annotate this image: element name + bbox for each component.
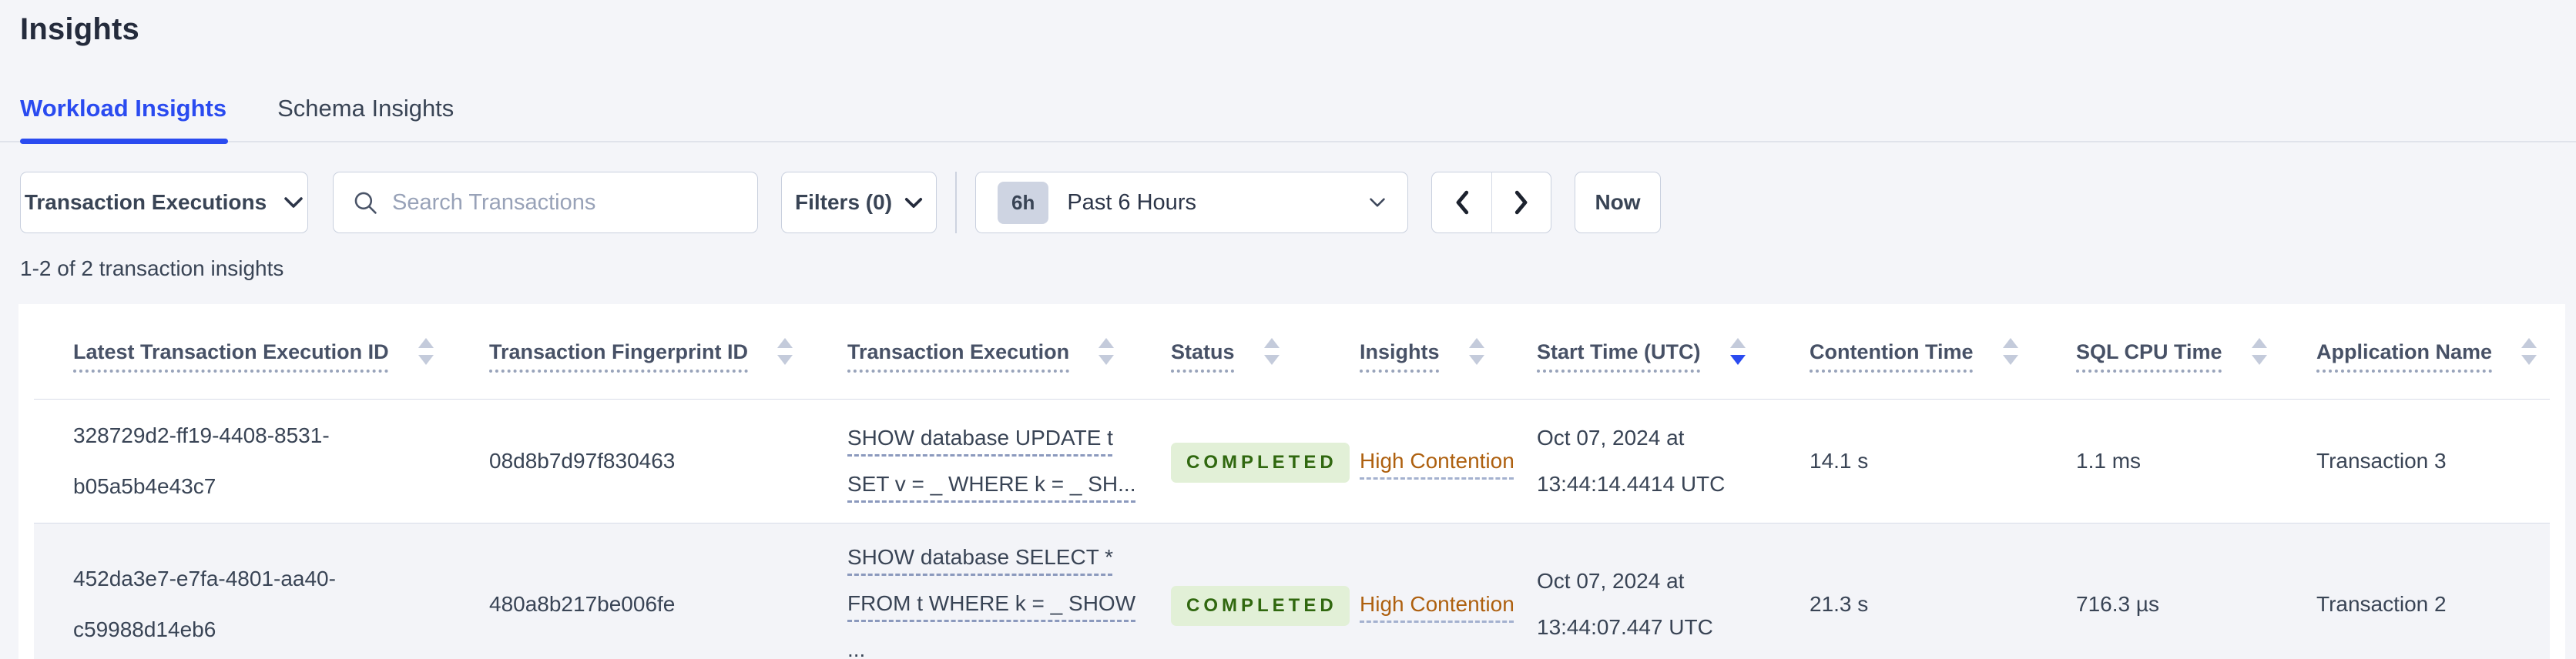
column-header-transaction-execution[interactable]: Transaction Execution (847, 336, 1171, 367)
cell-transaction-fingerprint-id: 08d8b7d97f830463 (489, 449, 676, 473)
time-range-picker[interactable]: 6h Past 6 Hours (975, 172, 1408, 233)
cell-transaction-fingerprint-id: 480a8b217be006fe (489, 591, 676, 616)
cell-contention-time: 21.3 s (1810, 591, 1869, 616)
time-prev-button[interactable] (1431, 172, 1491, 233)
column-header-contention-time[interactable]: Contention Time (1810, 336, 2076, 367)
sort-icon[interactable] (418, 338, 434, 365)
column-header-insights[interactable]: Insights (1360, 336, 1537, 367)
cell-sql-cpu-time: 1.1 ms (2076, 449, 2142, 473)
search-input[interactable] (392, 189, 739, 216)
time-range-badge: 6h (998, 181, 1049, 224)
column-header-application-name[interactable]: Application Name (2316, 336, 2558, 367)
chevron-down-icon (284, 197, 303, 208)
cell-insights: High Contention (1360, 437, 1537, 485)
time-next-button[interactable] (1491, 172, 1551, 233)
insights-page: Insights Workload Insights Schema Insigh… (0, 12, 2576, 659)
cell-sql-cpu-time: 716.3 µs (2076, 591, 2159, 616)
chevron-down-icon (904, 197, 923, 208)
column-header-transaction-fingerprint-id[interactable]: Transaction Fingerprint ID (489, 336, 847, 367)
sort-icon[interactable] (1098, 338, 1115, 365)
toolbar-divider (955, 172, 957, 233)
now-button[interactable]: Now (1575, 172, 1661, 233)
transaction-execution-link[interactable]: SHOW database UPDATE t SET v = _ WHERE k… (847, 425, 1136, 496)
table-row: 328729d2-ff19-4408-8531-b05a5b4e43c7 08d… (34, 400, 2550, 524)
cell-status: COMPLETED (1171, 437, 1360, 485)
cell-application-name: Transaction 3 (2316, 449, 2447, 473)
next-icon (1514, 190, 1528, 215)
filters-dropdown[interactable]: Filters (0) (781, 172, 937, 233)
sort-icon[interactable] (2002, 338, 2018, 365)
table-header-row: Latest Transaction Execution ID Transact… (34, 304, 2550, 400)
time-range-pager (1431, 172, 1551, 233)
chevron-down-icon (1370, 198, 1385, 207)
insights-table-card: Latest Transaction Execution ID Transact… (18, 304, 2565, 659)
cell-start-time: Oct 07, 2024 at 13:44:14.4414 UTC (1537, 426, 1726, 496)
sort-icon[interactable] (777, 338, 793, 365)
sort-icon[interactable] (2521, 338, 2537, 365)
sort-icon[interactable] (1468, 338, 1484, 365)
search-box (333, 172, 758, 233)
column-header-sql-cpu-time[interactable]: SQL CPU Time (2076, 336, 2316, 367)
cell-latest-transaction-execution-id: 452da3e7-e7fa-4801-aa40-c59988d14eb6 (73, 566, 336, 641)
cell-application-name: Transaction 2 (2316, 591, 2447, 616)
insight-link[interactable]: High Contention (1360, 591, 1514, 616)
cell-insights: High Contention (1360, 580, 1537, 628)
report-type-label: Transaction Executions (24, 190, 267, 214)
cell-start-time: Oct 07, 2024 at 13:44:07.447 UTC (1537, 568, 1713, 639)
cell-transaction-execution: SHOW database SELECT * FROM t WHERE k = … (847, 534, 1171, 659)
tab-schema-insights[interactable]: Schema Insights (277, 95, 454, 122)
sort-icon[interactable] (2251, 338, 2267, 365)
filters-label: Filters (0) (794, 190, 893, 214)
sort-icon-active-desc[interactable] (1729, 338, 1746, 365)
insight-link[interactable]: High Contention (1360, 449, 1514, 473)
status-badge: COMPLETED (1171, 585, 1350, 626)
column-header-latest-transaction-execution-id[interactable]: Latest Transaction Execution ID (34, 336, 489, 367)
table-row: 452da3e7-e7fa-4801-aa40-c59988d14eb6 480… (34, 524, 2550, 659)
tabs-bar: Workload Insights Schema Insights (0, 95, 2576, 144)
column-header-status[interactable]: Status (1171, 336, 1360, 367)
toolbar: Transaction Executions Filters (0) 6h Pa… (20, 172, 2576, 233)
column-header-start-time[interactable]: Start Time (UTC) (1537, 336, 1810, 367)
cell-latest-transaction-execution-id: 328729d2-ff19-4408-8531-b05a5b4e43c7 (73, 423, 330, 498)
cell-contention-time: 14.1 s (1810, 449, 1869, 473)
time-range-label: Past 6 Hours (1067, 189, 1196, 215)
results-summary: 1-2 of 2 transaction insights (20, 256, 284, 280)
cell-transaction-execution: SHOW database UPDATE t SET v = _ WHERE k… (847, 415, 1171, 508)
page-title: Insights (20, 12, 139, 46)
tab-workload-insights[interactable]: Workload Insights (20, 95, 229, 144)
status-badge: COMPLETED (1171, 443, 1350, 483)
report-type-dropdown[interactable]: Transaction Executions (20, 172, 308, 233)
cell-status: COMPLETED (1171, 580, 1360, 628)
transaction-execution-link[interactable]: SHOW database SELECT * FROM t WHERE k = … (847, 545, 1136, 659)
prev-icon (1456, 190, 1468, 215)
search-icon (354, 192, 377, 214)
sort-icon[interactable] (1263, 338, 1280, 365)
